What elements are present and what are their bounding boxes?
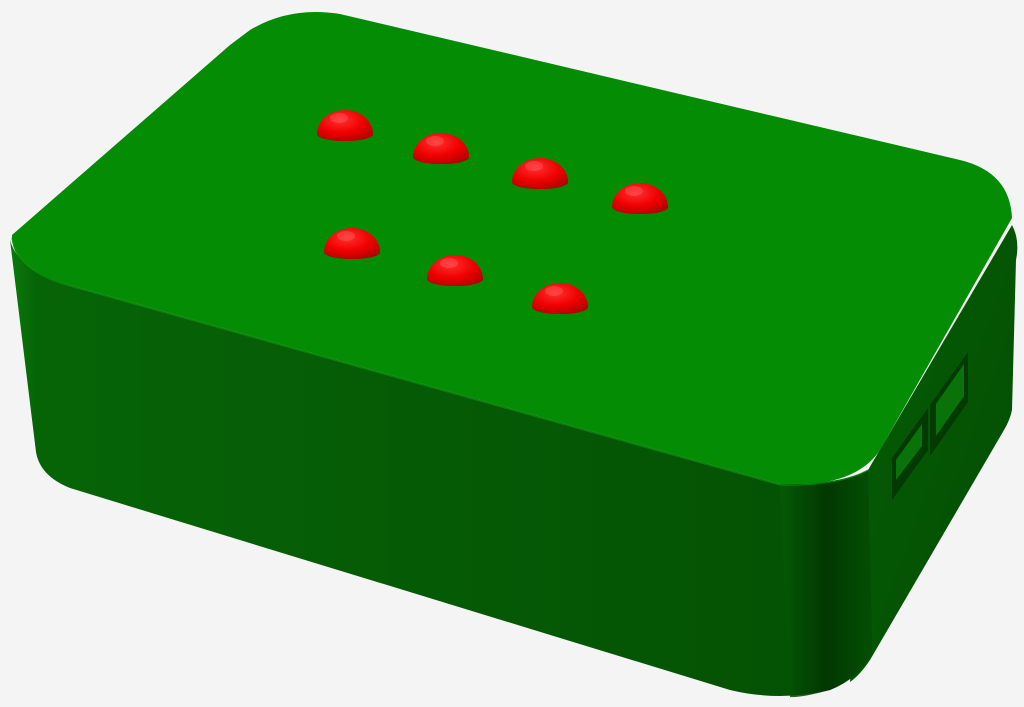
red-dome [612,183,668,214]
box-top-edge [11,237,869,486]
red-dome [512,158,568,189]
box-top-face [11,12,1012,484]
box-right-face [850,225,1018,682]
box-front-face [10,240,872,696]
side-slots [892,352,968,500]
red-dome [413,133,469,164]
dome-group [317,110,668,314]
red-dome [324,228,380,259]
red-dome [427,255,483,286]
red-dome [317,110,373,141]
box-corner-shade [780,470,872,698]
red-dome [532,283,588,314]
